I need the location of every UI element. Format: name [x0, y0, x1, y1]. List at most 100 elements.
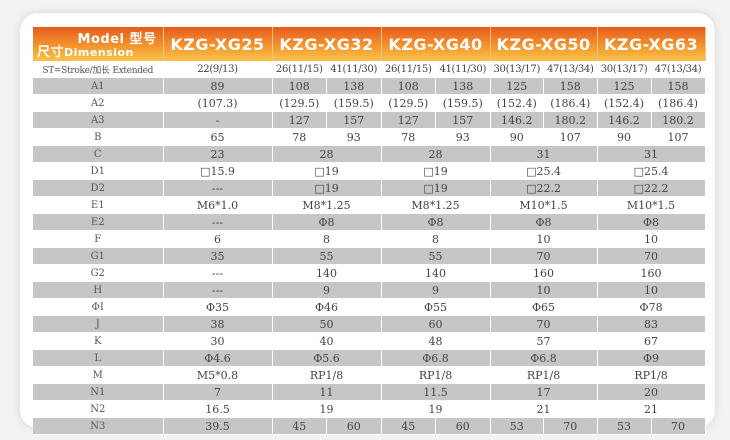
- value-cell: 10: [490, 230, 598, 248]
- value-cell: 53: [490, 417, 545, 435]
- value-cell: 19: [272, 400, 382, 418]
- value-cell: 60: [326, 417, 382, 435]
- value-cell: □22.2: [597, 179, 706, 197]
- value-cell: M5*0.8: [163, 366, 273, 384]
- value-cell: -: [163, 111, 273, 129]
- value-cell: RP1/8: [597, 366, 706, 384]
- value-cell: 31: [597, 145, 706, 163]
- value-cell: (186.4): [651, 94, 706, 112]
- row-label: J: [33, 315, 164, 333]
- value-cell: M10*1.5: [597, 196, 706, 214]
- value-cell: 93: [435, 128, 491, 146]
- value-cell: Φ8: [490, 213, 598, 231]
- table-row: G1 35 55 55 70 70: [33, 247, 706, 265]
- value-cell: 23: [163, 145, 273, 163]
- value-cell: □15.9: [163, 162, 273, 180]
- value-cell: 41(11/30): [435, 61, 491, 78]
- value-cell: RP1/8: [381, 366, 491, 384]
- value-cell: (107.3): [163, 94, 273, 112]
- table-row: E1 M6*1.0 M8*1.25 M8*1.25 M10*1.5 M10*1.5: [33, 196, 706, 214]
- value-cell: 138: [435, 77, 491, 95]
- value-cell: 53: [597, 417, 652, 435]
- value-cell: (152.4): [490, 94, 545, 112]
- value-cell: 67: [597, 332, 706, 350]
- value-cell: 146.2: [490, 111, 545, 129]
- value-cell: 93: [326, 128, 382, 146]
- value-cell: M8*1.25: [381, 196, 491, 214]
- value-cell: Φ46: [272, 298, 382, 316]
- value-cell: 70: [490, 247, 598, 265]
- value-cell: 9: [272, 281, 382, 299]
- value-cell: □25.4: [597, 162, 706, 180]
- value-cell: 39.5: [163, 417, 273, 435]
- value-cell: 8: [381, 230, 491, 248]
- row-label: K: [33, 332, 164, 350]
- value-cell: (152.4): [597, 94, 652, 112]
- row-label: D2: [33, 179, 164, 197]
- value-cell: 8: [272, 230, 382, 248]
- value-cell: 22(9/13): [163, 61, 273, 78]
- row-label: M: [33, 366, 164, 384]
- value-cell: 26(11/15): [381, 61, 437, 78]
- table-row: M M5*0.8 RP1/8 RP1/8 RP1/8 RP1/8: [33, 366, 706, 384]
- table-row: J 38 50 60 70 83: [33, 315, 706, 333]
- row-label: D1: [33, 162, 164, 180]
- table-row: K 30 40 48 57 67: [33, 332, 706, 350]
- model-header-xg32: KZG-XG32: [272, 27, 382, 61]
- dimension-en-label: Dimension: [64, 46, 134, 59]
- value-cell: 30: [163, 332, 273, 350]
- value-cell: 158: [543, 77, 598, 95]
- table-row: D1 □15.9 □19 □19 □25.4 □25.4: [33, 162, 706, 180]
- value-cell: Φ5.6: [272, 349, 382, 367]
- table-row: G2 --- 140 140 160 160: [33, 264, 706, 282]
- value-cell: 10: [490, 281, 598, 299]
- value-cell: (186.4): [543, 94, 598, 112]
- value-cell: 180.2: [543, 111, 598, 129]
- corner-header: Model 型号 尺寸Dimension: [33, 27, 164, 61]
- table-row: L Φ4.6 Φ5.6 Φ6.8 Φ6.8 Φ9: [33, 349, 706, 367]
- value-cell: 70: [490, 315, 598, 333]
- value-cell: □19: [272, 162, 382, 180]
- row-label: A1: [33, 77, 164, 95]
- value-cell: 70: [651, 417, 706, 435]
- value-cell: Φ9: [597, 349, 706, 367]
- value-cell: 47(13/34): [543, 61, 598, 78]
- model-header-xg40: KZG-XG40: [381, 27, 491, 61]
- table-row: N1 7 11 11.5 17 20: [33, 383, 706, 401]
- value-cell: ---: [163, 213, 273, 231]
- value-cell: 158: [651, 77, 706, 95]
- value-cell: 55: [272, 247, 382, 265]
- value-cell: 10: [597, 230, 706, 248]
- value-cell: Φ6.8: [490, 349, 598, 367]
- row-label: ST=Stroke/加长 Extended: [33, 61, 164, 78]
- row-label: A2: [33, 94, 164, 112]
- table-row: B 65 78 93 78 93 90 107 90 107: [33, 128, 706, 146]
- value-cell: 50: [272, 315, 382, 333]
- value-cell: Φ55: [381, 298, 491, 316]
- value-cell: 38: [163, 315, 273, 333]
- value-cell: 48: [381, 332, 491, 350]
- row-label: G2: [33, 264, 164, 282]
- value-cell: 35: [163, 247, 273, 265]
- value-cell: 28: [381, 145, 491, 163]
- model-header-xg25: KZG-XG25: [163, 27, 273, 61]
- row-label: F: [33, 230, 164, 248]
- value-cell: 17: [490, 383, 598, 401]
- value-cell: 28: [272, 145, 382, 163]
- row-label: N3: [33, 417, 164, 435]
- value-cell: 107: [651, 128, 706, 146]
- value-cell: 45: [272, 417, 327, 435]
- value-cell: 45: [381, 417, 437, 435]
- value-cell: (129.5): [272, 94, 327, 112]
- value-cell: Φ8: [272, 213, 382, 231]
- row-label: N2: [33, 400, 164, 418]
- value-cell: 11.5: [381, 383, 491, 401]
- dimension-cn-label: 尺寸: [37, 45, 65, 60]
- value-cell: (159.5): [435, 94, 491, 112]
- value-cell: 16.5: [163, 400, 273, 418]
- header-row: Model 型号 尺寸Dimension KZG-XG25 KZG-XG32 K…: [33, 27, 706, 61]
- value-cell: 140: [272, 264, 382, 282]
- value-cell: 107: [543, 128, 598, 146]
- value-cell: 157: [435, 111, 491, 129]
- table-row: N2 16.5 19 19 21 21: [33, 400, 706, 418]
